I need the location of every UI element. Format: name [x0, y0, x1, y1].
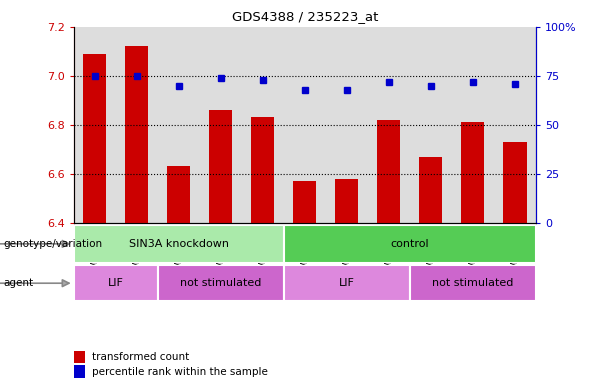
- Bar: [241, 27, 284, 223]
- Bar: [74, 225, 284, 263]
- Bar: [452, 27, 494, 223]
- Bar: [410, 27, 452, 223]
- Bar: [410, 265, 536, 301]
- Bar: [209, 110, 232, 223]
- Bar: [293, 181, 316, 223]
- Text: SIN3A knockdown: SIN3A knockdown: [129, 239, 229, 249]
- Text: not stimulated: not stimulated: [432, 278, 514, 288]
- Bar: [284, 27, 326, 223]
- Bar: [200, 27, 241, 223]
- Bar: [419, 157, 442, 223]
- Bar: [326, 27, 368, 223]
- Bar: [158, 27, 200, 223]
- Bar: [504, 142, 527, 223]
- Bar: [74, 366, 85, 378]
- Bar: [158, 265, 284, 301]
- Bar: [461, 122, 485, 223]
- Bar: [284, 225, 536, 263]
- Bar: [167, 166, 190, 223]
- Text: genotype/variation: genotype/variation: [3, 239, 102, 249]
- Title: GDS4388 / 235223_at: GDS4388 / 235223_at: [231, 10, 378, 23]
- Bar: [378, 120, 401, 223]
- Text: not stimulated: not stimulated: [180, 278, 262, 288]
- Text: control: control: [391, 239, 429, 249]
- Bar: [252, 118, 274, 223]
- Bar: [115, 27, 158, 223]
- Text: LIF: LIF: [108, 278, 124, 288]
- Text: transformed count: transformed count: [92, 352, 190, 362]
- Text: LIF: LIF: [339, 278, 355, 288]
- Bar: [125, 46, 148, 223]
- Bar: [284, 265, 410, 301]
- Bar: [368, 27, 410, 223]
- Bar: [74, 265, 158, 301]
- Bar: [83, 54, 106, 223]
- Text: agent: agent: [3, 278, 33, 288]
- Bar: [74, 27, 115, 223]
- Bar: [494, 27, 536, 223]
- Text: percentile rank within the sample: percentile rank within the sample: [92, 367, 268, 377]
- Bar: [74, 351, 85, 363]
- Bar: [335, 179, 358, 223]
